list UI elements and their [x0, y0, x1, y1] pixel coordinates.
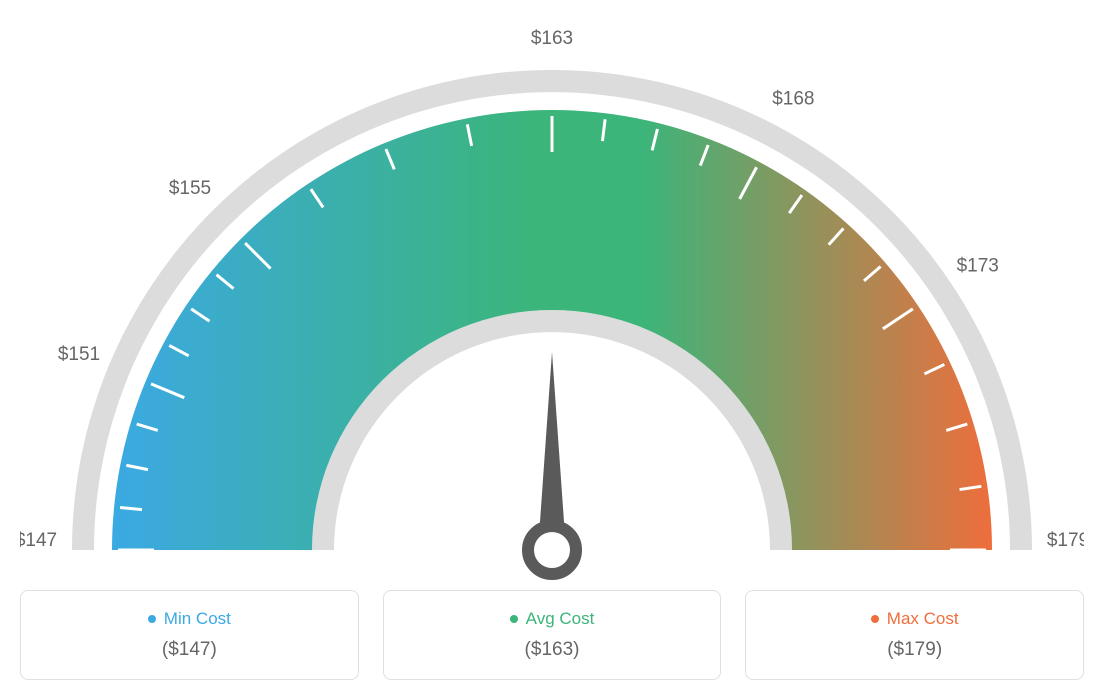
min-cost-label-text: Min Cost	[164, 609, 231, 629]
avg-cost-label-text: Avg Cost	[526, 609, 595, 629]
svg-text:$155: $155	[169, 178, 211, 199]
svg-text:$173: $173	[957, 256, 999, 277]
svg-text:$151: $151	[58, 344, 100, 365]
max-cost-value: ($179)	[758, 639, 1071, 661]
avg-cost-value: ($163)	[396, 639, 709, 661]
avg-cost-card: Avg Cost ($163)	[383, 590, 722, 680]
min-dot-icon	[148, 615, 156, 623]
max-cost-label-text: Max Cost	[887, 609, 959, 629]
gauge-chart: $147 $151 $155 $163 $168 $173 $179	[20, 20, 1084, 580]
gauge-svg: $147 $151 $155 $163 $168 $173 $179	[20, 20, 1084, 580]
min-cost-card: Min Cost ($147)	[20, 590, 359, 680]
min-cost-value: ($147)	[33, 639, 346, 661]
summary-cards: Min Cost ($147) Avg Cost ($163) Max Cost…	[20, 590, 1084, 680]
avg-dot-icon	[510, 615, 518, 623]
svg-text:$147: $147	[20, 530, 57, 551]
min-cost-label: Min Cost	[148, 609, 231, 629]
avg-cost-label: Avg Cost	[510, 609, 595, 629]
max-cost-card: Max Cost ($179)	[745, 590, 1084, 680]
max-dot-icon	[871, 615, 879, 623]
svg-text:$163: $163	[531, 28, 573, 49]
max-cost-label: Max Cost	[871, 609, 959, 629]
svg-text:$168: $168	[772, 88, 814, 109]
svg-text:$179: $179	[1047, 530, 1084, 551]
